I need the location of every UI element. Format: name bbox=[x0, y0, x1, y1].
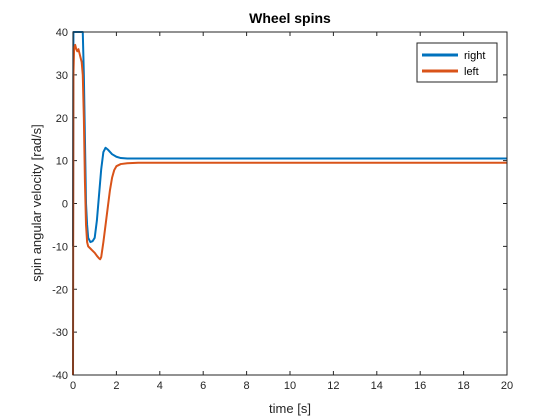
y-tick-label: -10 bbox=[52, 241, 68, 253]
x-tick-label: 20 bbox=[501, 380, 513, 392]
x-tick-label: 6 bbox=[200, 380, 206, 392]
x-axis-label: time [s] bbox=[269, 401, 311, 416]
y-tick-label: 30 bbox=[56, 70, 68, 82]
legend-left-label: left bbox=[464, 66, 479, 78]
legend-right-label: right bbox=[464, 50, 485, 62]
x-tick-label: 8 bbox=[244, 380, 250, 392]
legend: right left bbox=[416, 42, 498, 83]
x-tick-label: 18 bbox=[457, 380, 469, 392]
plot-frame bbox=[72, 31, 508, 376]
ticks-group: 0 2 4 6 8 10 12 14 16 18 20 -40 -30 -20 -10 0 10 20 30 40 bbox=[52, 27, 513, 392]
chart-title: Wheel spins bbox=[249, 10, 331, 26]
y-tick-label: 40 bbox=[56, 27, 68, 39]
x-tick-label: 12 bbox=[327, 380, 339, 392]
legend-box bbox=[416, 42, 498, 83]
x-tick-label: 0 bbox=[70, 380, 76, 392]
x-tick-label: 16 bbox=[414, 380, 426, 392]
y-tick-label: -40 bbox=[52, 370, 68, 382]
x-tick-label: 14 bbox=[371, 380, 383, 392]
y-tick-label: 20 bbox=[56, 113, 68, 125]
y-axis-label: spin angular velocity [rad/s] bbox=[29, 124, 44, 282]
x-tick-label: 4 bbox=[157, 380, 163, 392]
x-tick-label: 2 bbox=[113, 380, 119, 392]
y-tick-label: 10 bbox=[56, 156, 68, 168]
plot-background bbox=[73, 32, 507, 375]
x-tick-label: 10 bbox=[284, 380, 296, 392]
y-tick-label: -20 bbox=[52, 284, 68, 296]
y-tick-label: -30 bbox=[52, 327, 68, 339]
series-line-left bbox=[72, 43, 507, 376]
y-tick-label: 0 bbox=[62, 199, 68, 211]
